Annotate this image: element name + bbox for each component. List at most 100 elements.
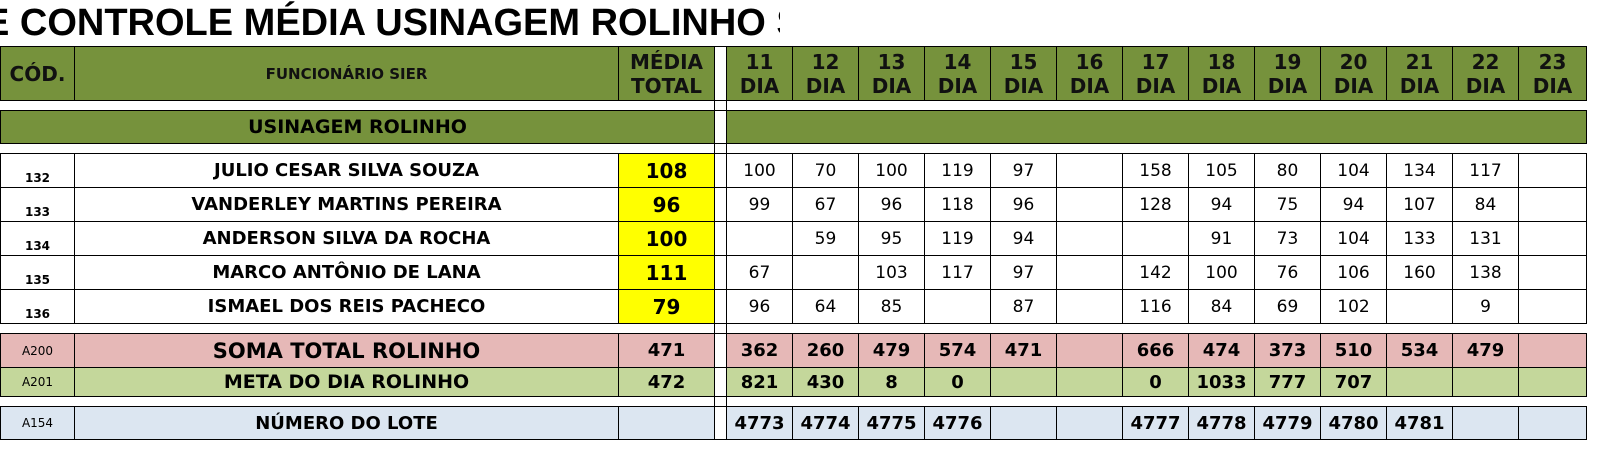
day-cell[interactable]: 574 [924,333,991,368]
row-code[interactable]: A201 [0,367,75,397]
day-cell[interactable]: 69 [1254,289,1321,324]
day-cell[interactable]: 104 [1320,153,1387,188]
day-cell[interactable] [726,221,793,256]
header-employee[interactable]: FUNCIONÁRIO SIER [74,46,619,101]
header-day[interactable]: 19 DIA [1254,46,1321,101]
day-cell[interactable]: 4776 [924,406,991,440]
day-cell[interactable] [1518,153,1587,188]
day-cell[interactable]: 4779 [1254,406,1321,440]
day-cell[interactable] [1056,333,1123,368]
day-cell[interactable]: 103 [858,255,925,290]
day-cell[interactable]: 105 [1188,153,1255,188]
day-cell[interactable]: 100 [858,153,925,188]
header-day[interactable]: 14 DIA [924,46,991,101]
day-cell[interactable]: 138 [1452,255,1519,290]
row-average[interactable]: 96 [618,187,715,222]
day-cell[interactable]: 118 [924,187,991,222]
day-cell[interactable]: 134 [1386,153,1453,188]
day-cell[interactable]: 96 [858,187,925,222]
row-name[interactable]: ISMAEL DOS REIS PACHECO [74,289,619,324]
day-cell[interactable]: 107 [1386,187,1453,222]
day-cell[interactable]: 106 [1320,255,1387,290]
row-name[interactable]: MARCO ANTÔNIO DE LANA [74,255,619,290]
day-cell[interactable] [1386,367,1453,397]
header-day[interactable]: 22 DIA [1452,46,1519,101]
day-cell[interactable] [1056,255,1123,290]
row-name[interactable]: META DO DIA ROLINHO [74,367,619,397]
day-cell[interactable]: 94 [1188,187,1255,222]
day-cell[interactable]: 373 [1254,333,1321,368]
day-cell[interactable]: 119 [924,153,991,188]
day-cell[interactable]: 97 [990,153,1057,188]
row-code[interactable]: 133 [0,187,75,222]
day-cell[interactable] [1452,406,1519,440]
day-cell[interactable]: 510 [1320,333,1387,368]
day-cell[interactable] [1518,333,1587,368]
day-cell[interactable]: 102 [1320,289,1387,324]
day-cell[interactable]: 97 [990,255,1057,290]
day-cell[interactable]: 59 [792,221,859,256]
row-code[interactable]: 134 [0,221,75,256]
row-name[interactable]: JULIO CESAR SILVA SOUZA [74,153,619,188]
day-cell[interactable] [1518,367,1587,397]
day-cell[interactable]: 479 [1452,333,1519,368]
day-cell[interactable]: 133 [1386,221,1453,256]
header-day[interactable]: 16 DIA [1056,46,1123,101]
row-name[interactable]: NÚMERO DO LOTE [74,406,619,440]
day-cell[interactable]: 160 [1386,255,1453,290]
day-cell[interactable]: 4775 [858,406,925,440]
row-code[interactable]: 136 [0,289,75,324]
row-code[interactable]: A154 [0,406,75,440]
day-cell[interactable]: 87 [990,289,1057,324]
day-cell[interactable]: 91 [1188,221,1255,256]
row-code[interactable]: 132 [0,153,75,188]
day-cell[interactable]: 96 [726,289,793,324]
day-cell[interactable] [1056,187,1123,222]
header-day[interactable]: 12 DIA [792,46,859,101]
row-average[interactable]: 100 [618,221,715,256]
day-cell[interactable]: 479 [858,333,925,368]
day-cell[interactable]: 100 [1188,255,1255,290]
day-cell[interactable] [1386,289,1453,324]
day-cell[interactable]: 94 [990,221,1057,256]
day-cell[interactable] [1056,221,1123,256]
day-cell[interactable]: 75 [1254,187,1321,222]
day-cell[interactable]: 0 [924,367,991,397]
day-cell[interactable]: 84 [1188,289,1255,324]
day-cell[interactable]: 85 [858,289,925,324]
day-cell[interactable]: 76 [1254,255,1321,290]
day-cell[interactable]: 142 [1122,255,1189,290]
day-cell[interactable]: 777 [1254,367,1321,397]
row-name[interactable]: SOMA TOTAL ROLINHO [74,333,619,368]
row-average[interactable]: 472 [618,367,715,397]
day-cell[interactable]: 9 [1452,289,1519,324]
day-cell[interactable]: 128 [1122,187,1189,222]
day-cell[interactable]: 4781 [1386,406,1453,440]
header-day[interactable]: 11 DIA [726,46,793,101]
day-cell[interactable]: 362 [726,333,793,368]
day-cell[interactable]: 99 [726,187,793,222]
day-cell[interactable]: 821 [726,367,793,397]
day-cell[interactable]: 73 [1254,221,1321,256]
day-cell[interactable]: 260 [792,333,859,368]
row-name[interactable]: ANDERSON SILVA DA ROCHA [74,221,619,256]
day-cell[interactable] [1518,255,1587,290]
day-cell[interactable]: 4773 [726,406,793,440]
day-cell[interactable]: 117 [1452,153,1519,188]
day-cell[interactable]: 119 [924,221,991,256]
day-cell[interactable]: 131 [1452,221,1519,256]
day-cell[interactable]: 96 [990,187,1057,222]
row-code[interactable]: 135 [0,255,75,290]
day-cell[interactable] [1122,221,1189,256]
day-cell[interactable] [792,255,859,290]
day-cell[interactable]: 80 [1254,153,1321,188]
day-cell[interactable]: 4774 [792,406,859,440]
day-cell[interactable] [1056,367,1123,397]
day-cell[interactable]: 95 [858,221,925,256]
day-cell[interactable]: 70 [792,153,859,188]
day-cell[interactable] [990,406,1057,440]
day-cell[interactable]: 430 [792,367,859,397]
day-cell[interactable]: 67 [792,187,859,222]
day-cell[interactable]: 116 [1122,289,1189,324]
row-average[interactable]: 79 [618,289,715,324]
